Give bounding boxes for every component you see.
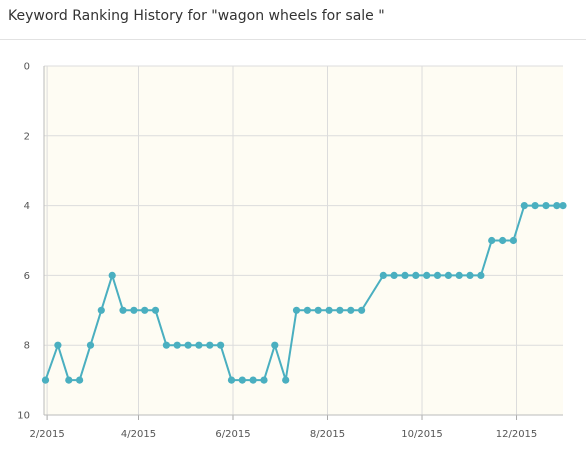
title-divider bbox=[0, 39, 586, 40]
data-point[interactable] bbox=[444, 271, 452, 279]
data-point[interactable] bbox=[227, 376, 236, 384]
y-tick-label: 10 bbox=[17, 411, 30, 422]
data-point[interactable] bbox=[314, 306, 322, 314]
data-point[interactable] bbox=[54, 341, 62, 349]
data-point[interactable] bbox=[173, 341, 181, 349]
data-point[interactable] bbox=[162, 341, 170, 349]
y-tick-label: 4 bbox=[24, 201, 30, 212]
data-point[interactable] bbox=[542, 202, 550, 210]
data-point[interactable] bbox=[65, 376, 73, 384]
data-point[interactable] bbox=[325, 306, 333, 314]
x-tick-label: 8/2015 bbox=[310, 429, 345, 440]
plot-background bbox=[44, 66, 563, 415]
grid-lines bbox=[44, 65, 563, 420]
y-tick-label: 6 bbox=[24, 271, 30, 282]
data-points bbox=[41, 202, 567, 384]
data-point[interactable] bbox=[433, 271, 442, 279]
data-point[interactable] bbox=[303, 306, 311, 314]
data-point[interactable] bbox=[206, 341, 214, 349]
data-point[interactable] bbox=[401, 271, 409, 279]
chart-title: Keyword Ranking History for "wagon wheel… bbox=[8, 8, 385, 24]
data-point[interactable] bbox=[249, 376, 257, 384]
data-point[interactable] bbox=[358, 306, 366, 314]
data-point[interactable] bbox=[559, 202, 567, 210]
data-point[interactable] bbox=[455, 271, 463, 279]
data-point[interactable] bbox=[520, 202, 528, 210]
data-point[interactable] bbox=[347, 306, 355, 314]
x-tick-label: 12/2015 bbox=[496, 429, 538, 440]
data-point[interactable] bbox=[499, 236, 507, 245]
data-point[interactable] bbox=[553, 202, 561, 210]
x-tick-label: 6/2015 bbox=[215, 429, 250, 440]
data-point[interactable] bbox=[238, 376, 246, 384]
data-point[interactable] bbox=[130, 306, 138, 314]
data-point[interactable] bbox=[477, 271, 485, 279]
data-point[interactable] bbox=[282, 376, 290, 384]
data-point[interactable] bbox=[108, 271, 116, 279]
y-tick-labels: 0 2 4 6 8 10 bbox=[17, 62, 30, 422]
data-point[interactable] bbox=[119, 306, 127, 314]
data-point[interactable] bbox=[76, 376, 84, 384]
data-point[interactable] bbox=[412, 271, 420, 279]
data-point[interactable] bbox=[217, 341, 225, 349]
data-point[interactable] bbox=[531, 202, 539, 210]
data-point[interactable] bbox=[509, 236, 517, 245]
data-point[interactable] bbox=[488, 236, 496, 245]
data-point[interactable] bbox=[151, 306, 160, 314]
data-point[interactable] bbox=[141, 306, 149, 314]
axes bbox=[43, 66, 563, 416]
y-tick-label: 2 bbox=[24, 131, 30, 142]
y-tick-label: 8 bbox=[24, 341, 30, 352]
data-point[interactable] bbox=[260, 376, 268, 384]
data-point[interactable] bbox=[195, 341, 203, 349]
data-point[interactable] bbox=[271, 341, 279, 349]
data-point[interactable] bbox=[390, 271, 398, 279]
x-tick-label: 4/2015 bbox=[121, 429, 156, 440]
x-tick-label: 10/2015 bbox=[401, 429, 443, 440]
data-point[interactable] bbox=[292, 306, 301, 314]
data-point[interactable] bbox=[86, 341, 95, 349]
data-point[interactable] bbox=[423, 271, 431, 279]
data-point[interactable] bbox=[41, 376, 50, 384]
data-point[interactable] bbox=[379, 271, 387, 279]
x-tick-labels: 2/2015 4/2015 6/2015 8/2015 10/2015 12/2015 bbox=[30, 429, 538, 440]
x-tick-label: 2/2015 bbox=[30, 429, 65, 440]
data-point[interactable] bbox=[336, 306, 344, 314]
data-point[interactable] bbox=[184, 341, 192, 349]
data-point[interactable] bbox=[466, 271, 474, 279]
data-point[interactable] bbox=[97, 306, 105, 314]
y-tick-label: 0 bbox=[24, 62, 30, 73]
